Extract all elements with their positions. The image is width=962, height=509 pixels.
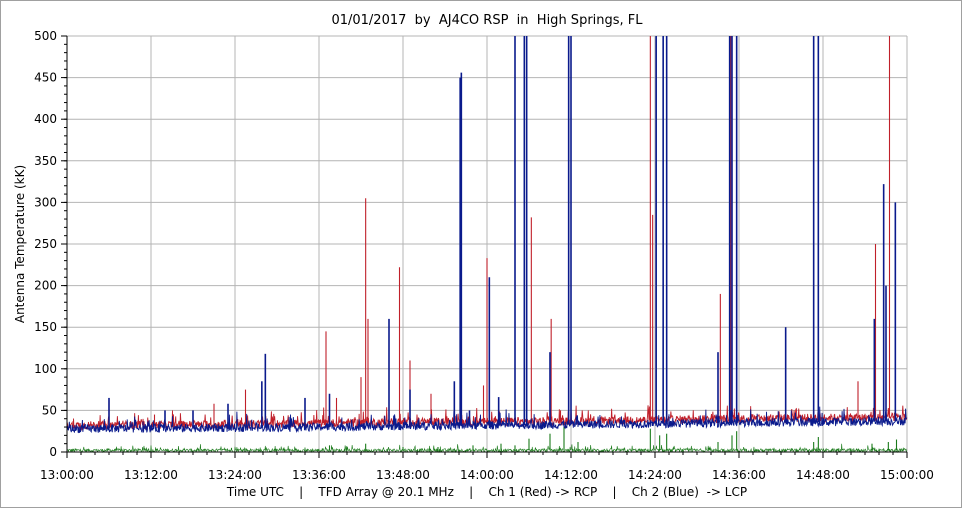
- x-axis-label: Time UTC | TFD Array @ 20.1 MHz | Ch 1 (…: [226, 485, 747, 499]
- y-tick-label: 500: [34, 29, 57, 43]
- series-diff: [66, 427, 908, 454]
- series-diff-line: [66, 443, 908, 454]
- series-ch2: [66, 36, 908, 434]
- x-tick-label: 13:36:00: [292, 468, 346, 482]
- x-tick-label: 13:24:00: [208, 468, 262, 482]
- tick-labels: 13:00:00 13:12:00 13:24:00 13:36:00 13:48:00…: [34, 29, 934, 482]
- series-ch2-line: [66, 406, 908, 434]
- y-tick-label: 350: [34, 154, 57, 168]
- y-tick-label: 50: [42, 403, 57, 417]
- series-group: [66, 36, 908, 454]
- x-tick-label: 15:00:00: [880, 468, 934, 482]
- x-tick-label: 14:12:00: [544, 468, 598, 482]
- x-tick-label: 13:48:00: [376, 468, 430, 482]
- y-tick-label: 150: [34, 320, 57, 334]
- x-tick-label: 14:24:00: [628, 468, 682, 482]
- y-tick-label: 0: [49, 445, 57, 459]
- x-tick-label: 13:00:00: [40, 468, 94, 482]
- y-tick-label: 200: [34, 279, 57, 293]
- x-tick-label: 14:00:00: [460, 468, 514, 482]
- x-tick-label: 14:36:00: [712, 468, 766, 482]
- y-tick-label: 450: [34, 71, 57, 85]
- y-tick-label: 400: [34, 112, 57, 126]
- chart-title: 01/01/2017 by AJ4CO RSP in High Springs,…: [331, 13, 643, 28]
- x-tick-label: 13:12:00: [124, 468, 178, 482]
- x-tick-label: 14:48:00: [796, 468, 850, 482]
- y-tick-label: 100: [34, 362, 57, 376]
- y-tick-label: 300: [34, 195, 57, 209]
- y-axis-label: Antenna Temperature (kK): [13, 165, 27, 323]
- y-tick-label: 250: [34, 237, 57, 251]
